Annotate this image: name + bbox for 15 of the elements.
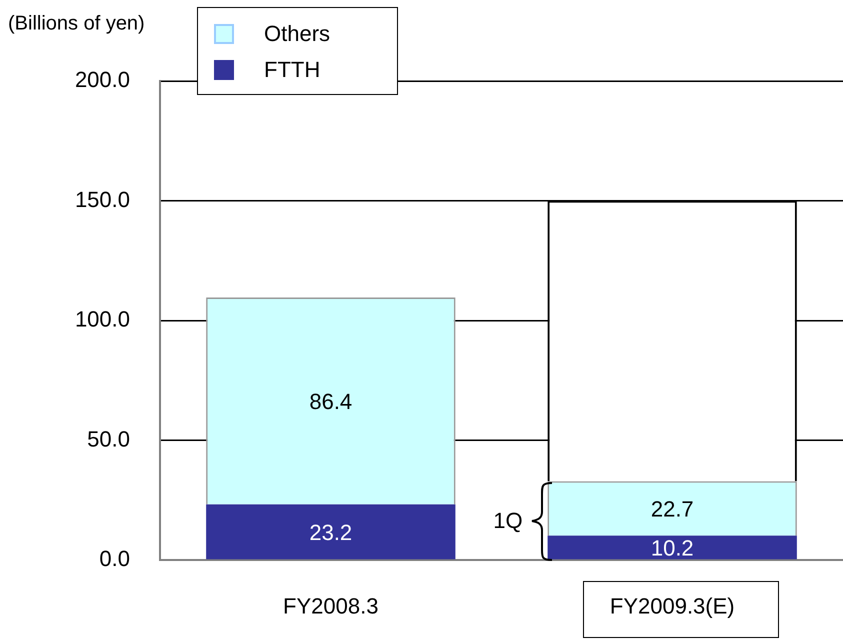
data-label: 10.2 <box>650 535 694 560</box>
y-tick-label: 0.0 <box>99 546 130 572</box>
legend-label: Others <box>264 21 330 47</box>
y-axis-title: (Billions of yen) <box>8 12 145 35</box>
y-tick-label: 200.0 <box>74 67 130 92</box>
legend-label: FTTH <box>264 57 320 83</box>
data-label: 86.4 <box>309 389 352 414</box>
data-label: 23.2 <box>309 520 352 545</box>
y-tick-label: 50.0 <box>87 426 130 452</box>
x-tick-label: FY2008.3 <box>283 593 378 618</box>
y-tick-label: 150.0 <box>74 186 130 212</box>
data-label: 22.7 <box>650 496 694 522</box>
y-tick-label: 100.0 <box>74 306 130 332</box>
x-tick-label: FY2009.3(E) <box>610 593 735 618</box>
annotation: 1Q <box>493 508 523 534</box>
